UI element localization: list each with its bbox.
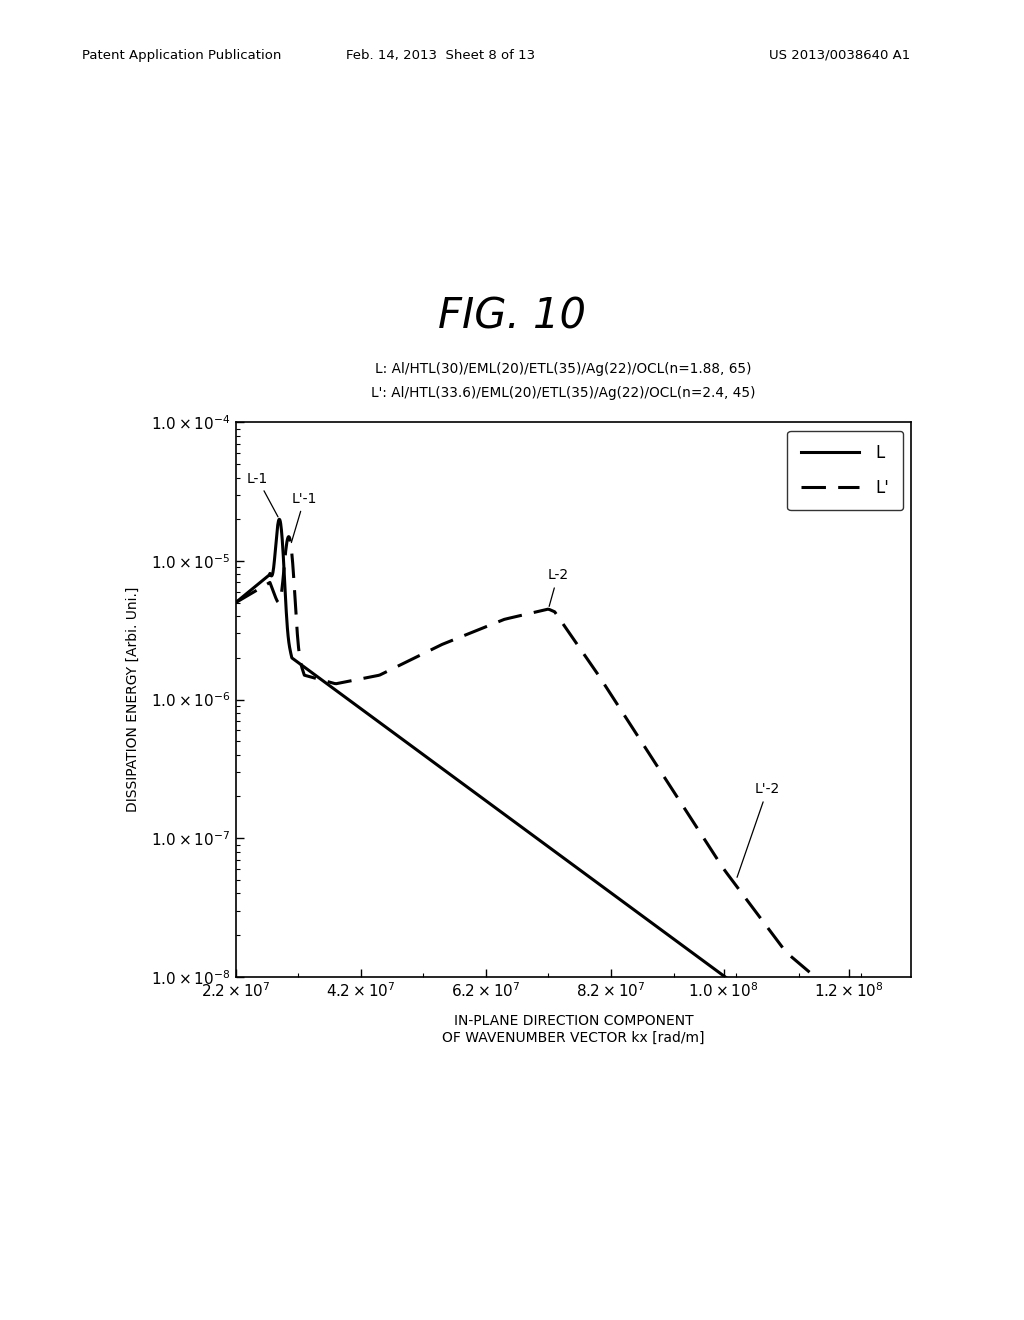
- Text: FIG. 10: FIG. 10: [438, 296, 586, 338]
- Text: L': Al/HTL(33.6)/EML(20)/ETL(35)/Ag(22)/OCL(n=2.4, 45): L': Al/HTL(33.6)/EML(20)/ETL(35)/Ag(22)/…: [371, 385, 756, 400]
- Text: L'-2: L'-2: [737, 783, 780, 878]
- Text: L-2: L-2: [547, 569, 568, 606]
- Text: US 2013/0038640 A1: US 2013/0038640 A1: [769, 49, 910, 62]
- Legend: L, L': L, L': [787, 430, 903, 510]
- X-axis label: IN-PLANE DIRECTION COMPONENT
OF WAVENUMBER VECTOR kx [rad/m]: IN-PLANE DIRECTION COMPONENT OF WAVENUMB…: [442, 1014, 705, 1044]
- Text: L-1: L-1: [247, 471, 278, 517]
- Y-axis label: DISSIPATION ENERGY [Arbi. Uni.]: DISSIPATION ENERGY [Arbi. Uni.]: [126, 587, 140, 812]
- Text: L'-1: L'-1: [292, 492, 317, 543]
- Text: Patent Application Publication: Patent Application Publication: [82, 49, 282, 62]
- Text: L: Al/HTL(30)/EML(20)/ETL(35)/Ag(22)/OCL(n=1.88, 65): L: Al/HTL(30)/EML(20)/ETL(35)/Ag(22)/OCL…: [375, 362, 752, 376]
- Text: Feb. 14, 2013  Sheet 8 of 13: Feb. 14, 2013 Sheet 8 of 13: [346, 49, 535, 62]
